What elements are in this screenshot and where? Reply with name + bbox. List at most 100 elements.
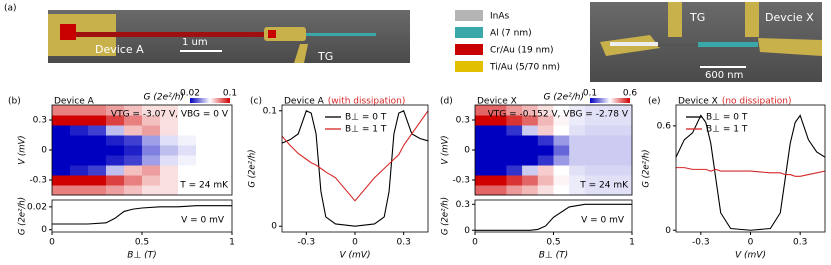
heatmap-cell <box>584 115 602 126</box>
y-tick-label: -0.3 <box>29 176 47 186</box>
y-tick-label: 0.02 <box>27 202 47 212</box>
heatmap-cell <box>537 175 554 186</box>
x-tick-label: 1 <box>229 238 235 248</box>
heatmap-cell <box>52 185 71 196</box>
heatmap-cell <box>537 105 554 116</box>
heatmap-cell <box>178 135 197 146</box>
heatmap-cell <box>584 135 602 146</box>
heatmap-cell <box>616 185 633 196</box>
heatmap-cell <box>106 175 125 186</box>
heatmap-cell <box>106 125 125 136</box>
line-series <box>675 114 826 231</box>
x-tick-label: 0.5 <box>546 238 560 248</box>
x-tick-label: -0.3 <box>692 238 710 248</box>
heatmap-cell <box>553 155 570 166</box>
heatmap-cell <box>160 175 179 186</box>
y-tick-label: 0.6 <box>657 121 672 131</box>
heatmap-cell <box>178 155 197 166</box>
y-tick-label: 0 <box>41 225 47 235</box>
y-tick-label: 0 <box>464 146 470 156</box>
legend-swatch <box>455 10 483 21</box>
panel-label: (b) <box>8 97 21 107</box>
heatmap-cell <box>142 165 161 176</box>
heatmap-cell <box>142 125 161 136</box>
x-tick-label: 0 <box>748 238 754 248</box>
legend-label: InAs <box>490 12 510 22</box>
heatmap-cell <box>490 185 507 196</box>
legend-label: B⊥ = 1 T <box>345 125 387 135</box>
heatmap-cell <box>553 175 570 186</box>
heatmap-cell <box>506 175 523 186</box>
heatmap-cell <box>490 125 507 136</box>
line-series <box>281 110 429 227</box>
heatmap-cell <box>124 175 143 186</box>
heatmap-cell <box>160 105 179 116</box>
heatmap-cell <box>214 125 233 136</box>
heatmap-cell <box>178 165 197 176</box>
heatmap-cell <box>537 125 554 136</box>
heatmap-cell <box>537 155 554 166</box>
heatmap-cell <box>616 155 633 166</box>
heatmap-cell <box>569 115 586 126</box>
heatmap-cell <box>490 165 507 176</box>
heatmap-cell <box>196 185 215 196</box>
colorbar-label: G (2e²/h) <box>144 93 184 103</box>
heatmap-cell <box>522 185 539 196</box>
heatmap-cell <box>569 145 586 156</box>
heatmap-cell <box>214 185 233 196</box>
heatmap-cell <box>124 165 143 176</box>
heatmap-cell <box>616 115 633 126</box>
annotation: T = 24 mK <box>579 181 629 191</box>
heatmap-cell <box>52 125 71 136</box>
heatmap-cell <box>475 175 492 186</box>
heatmap-cell <box>600 165 617 176</box>
heatmap-cell <box>178 175 197 186</box>
heatmap-cell <box>214 175 233 186</box>
heatmap-cell <box>214 155 233 166</box>
heatmap-cell <box>553 105 570 116</box>
heatmap-cell <box>142 135 161 146</box>
chart-subtitle: (no dissipation) <box>722 97 792 107</box>
heatmap-cell <box>522 125 539 136</box>
heatmap-cell <box>196 115 215 126</box>
heatmap-cell <box>490 105 507 116</box>
legend-label: B⊥ = 0 T <box>706 113 748 123</box>
heatmap-cell <box>196 125 215 136</box>
heatmap-cell <box>537 185 554 196</box>
heatmap-cell <box>178 115 197 126</box>
heatmap-cell <box>616 105 633 116</box>
heatmap-cell <box>52 135 71 146</box>
heatmap-cell <box>142 185 161 196</box>
heatmap-cell <box>88 145 107 156</box>
heatmap-cell <box>522 145 539 156</box>
legend-label: B⊥ = 0 T <box>345 113 387 123</box>
heatmap-cell <box>506 115 523 126</box>
y-axis-label: G (2e²/h) <box>642 149 652 187</box>
scale-label: 1 um <box>182 37 208 48</box>
heatmap-cell <box>142 105 161 116</box>
heatmap-cell <box>160 125 179 136</box>
heatmap-cell <box>106 185 125 196</box>
x-tick-label: -0.3 <box>298 238 316 248</box>
heatmap-cell <box>142 115 161 126</box>
annotation: VTG = -0.152 V, VBG = -2.78 V <box>488 110 629 120</box>
heatmap-cell <box>106 135 125 146</box>
panel-label: (e) <box>648 97 661 107</box>
heatmap-cell <box>214 105 233 116</box>
chart-title: Device A <box>54 97 95 107</box>
heatmap-cell <box>584 105 602 116</box>
x-tick-label: 0 <box>49 238 55 248</box>
x-tick-label: 0.3 <box>793 238 807 248</box>
heatmap-cell <box>584 125 602 136</box>
heatmap-cell <box>160 115 179 126</box>
heatmap-cell <box>569 105 586 116</box>
heatmap-cell <box>506 105 523 116</box>
heatmap-cell <box>142 155 161 166</box>
y-tick-label: 0.3 <box>456 116 470 126</box>
heatmap-cell <box>214 145 233 156</box>
tg-label: TG <box>689 11 705 24</box>
heatmap-cell <box>522 115 539 126</box>
x-axis-label: B⊥ (T) <box>539 251 568 261</box>
heatmap-cell <box>70 145 89 156</box>
